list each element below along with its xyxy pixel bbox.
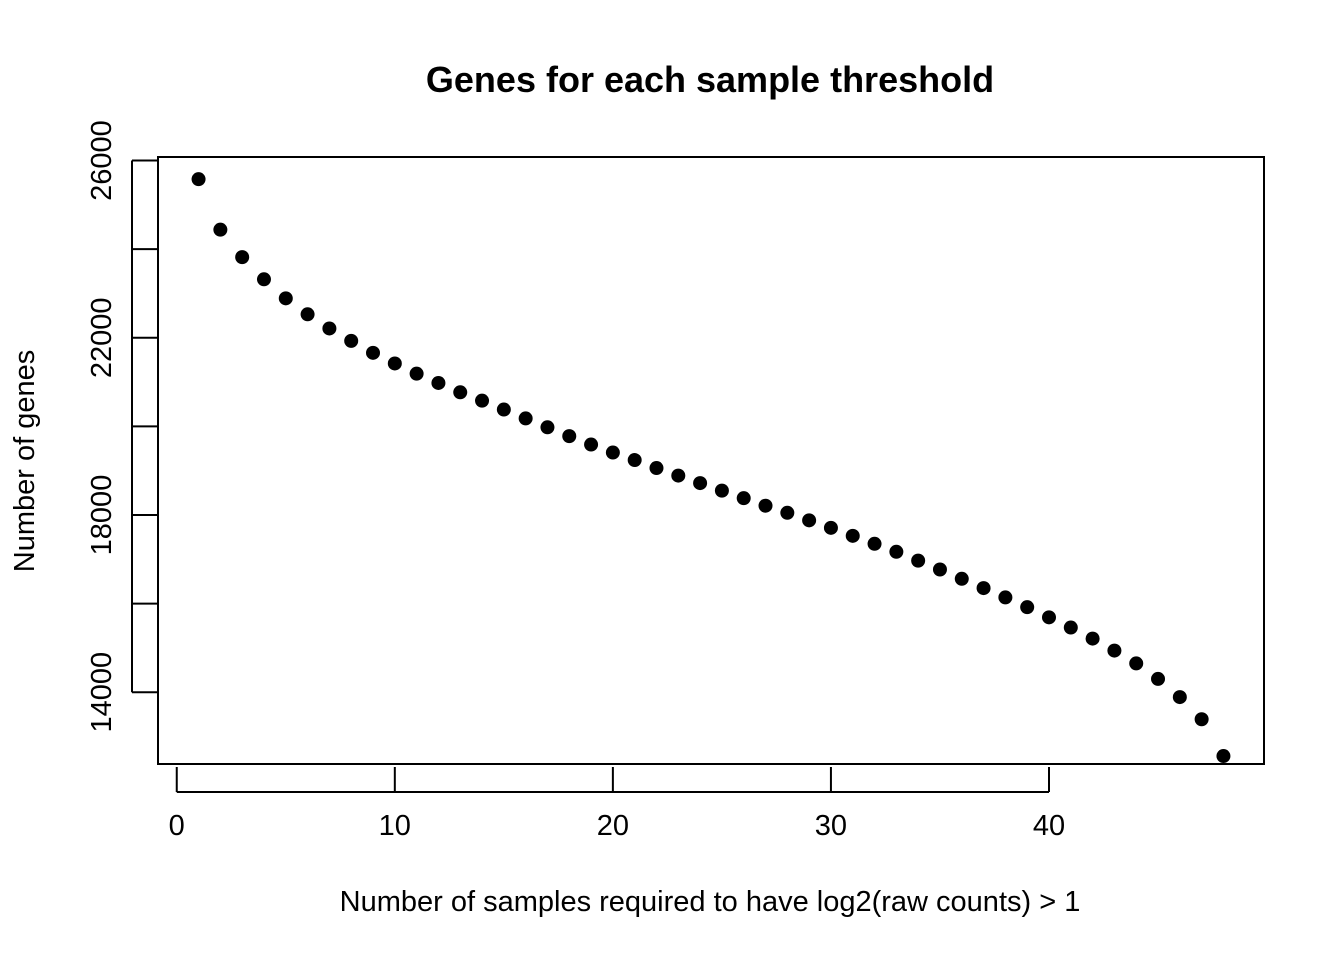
data-point <box>191 172 206 187</box>
data-point <box>1194 712 1209 727</box>
data-point <box>475 393 490 408</box>
data-points <box>191 172 1231 764</box>
data-point <box>453 385 468 400</box>
x-axis: 0 10 20 30 40 <box>169 767 1065 842</box>
data-point <box>584 437 599 452</box>
data-point <box>1107 643 1122 658</box>
data-point <box>518 411 533 426</box>
data-point <box>823 520 838 535</box>
data-point <box>736 491 751 506</box>
data-point <box>366 345 381 360</box>
x-tick-label: 40 <box>1033 810 1065 842</box>
y-tick-label: 22000 <box>86 297 118 378</box>
y-axis-title: Number of genes <box>9 350 41 572</box>
y-tick-label: 26000 <box>86 120 118 201</box>
data-point <box>1085 631 1100 646</box>
data-point <box>431 375 446 390</box>
x-tick-label: 30 <box>815 810 847 842</box>
data-point <box>540 420 555 435</box>
data-point <box>998 590 1013 605</box>
data-point <box>714 483 729 498</box>
data-point <box>409 366 424 381</box>
data-point <box>1151 671 1166 686</box>
data-point <box>235 250 250 265</box>
data-point <box>278 291 293 306</box>
data-point <box>889 544 904 559</box>
data-point <box>1063 620 1078 635</box>
data-point <box>1172 690 1187 705</box>
data-point <box>911 553 926 568</box>
data-point <box>300 307 315 322</box>
data-point <box>780 505 795 520</box>
data-point <box>605 445 620 460</box>
data-point <box>758 498 773 513</box>
x-axis-title: Number of samples required to have log2(… <box>340 886 1081 918</box>
plot-frame <box>157 156 1265 765</box>
data-point <box>344 333 359 348</box>
data-point <box>1216 749 1231 764</box>
y-tick-label: 14000 <box>86 652 118 733</box>
data-point <box>322 321 337 336</box>
data-point <box>256 272 271 287</box>
data-point <box>1041 610 1056 625</box>
data-point <box>671 468 686 483</box>
x-tick-label: 10 <box>379 810 411 842</box>
chart-title: Genes for each sample threshold <box>426 59 994 100</box>
x-tick-label: 0 <box>169 810 185 842</box>
data-point <box>976 581 991 596</box>
data-point <box>496 402 511 417</box>
y-axis: 14000 18000 22000 26000 <box>86 120 158 733</box>
data-point <box>627 453 642 468</box>
x-tick-label: 20 <box>597 810 629 842</box>
data-point <box>387 356 402 371</box>
data-point <box>562 429 577 444</box>
data-point <box>649 461 664 476</box>
data-point <box>867 536 882 551</box>
data-point <box>693 476 708 491</box>
data-point <box>932 562 947 577</box>
data-point <box>954 571 969 586</box>
data-point <box>213 222 228 237</box>
data-point <box>802 513 817 528</box>
data-point <box>1020 600 1035 615</box>
data-point <box>1129 656 1144 671</box>
data-point <box>845 528 860 543</box>
y-tick-label: 18000 <box>86 475 118 556</box>
